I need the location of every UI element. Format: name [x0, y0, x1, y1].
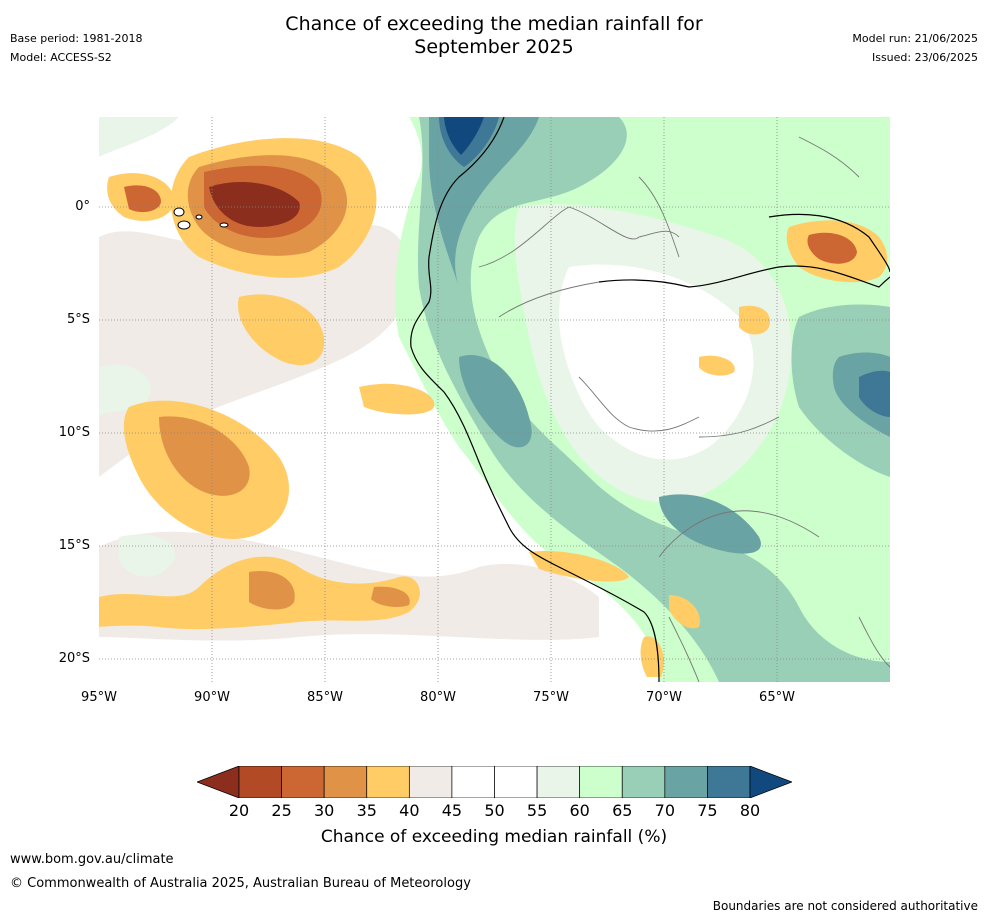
dry-30-south	[249, 571, 410, 610]
coastline-east	[598, 265, 891, 288]
colorbar-swatch	[366, 765, 410, 799]
colorbar-tick-label: 60	[569, 801, 590, 820]
colorbar-swatch	[323, 765, 368, 799]
model-run: Model run: 21/06/2025	[852, 32, 978, 45]
colorbar-swatch	[664, 765, 708, 799]
colorbar-tick-label: 30	[313, 801, 335, 820]
lat-tick-15s: 15°S	[58, 538, 90, 553]
colorbar-tick-label: 65	[612, 801, 633, 820]
map-title: Chance of exceeding the median rainfall …	[0, 13, 988, 59]
colorbar-arrow-high	[749, 765, 793, 799]
graticule	[99, 117, 890, 682]
lon-tick-95w: 95°W	[81, 690, 117, 705]
field-50-interior	[559, 264, 754, 460]
base-period: Base period: 1981-2018	[10, 32, 143, 45]
colorbar-swatch	[707, 765, 751, 799]
colorbar-tick-label: 70	[654, 801, 675, 820]
field-80-deep	[444, 117, 484, 155]
dry-35-inland	[699, 305, 770, 376]
model-name: Model: ACCESS-S2	[10, 51, 112, 64]
country-borders	[478, 136, 891, 683]
lon-tick-80w: 80°W	[420, 690, 456, 705]
lon-tick-85w: 85°W	[307, 690, 343, 705]
lat-tick-10s: 10°S	[58, 425, 90, 440]
colorbar-svg	[196, 765, 793, 799]
footer-url: www.bom.gov.au/climate	[10, 852, 174, 867]
dry-25-farwest	[124, 185, 161, 213]
coastline-ne	[768, 213, 891, 273]
meta-right: Model run: 21/06/2025 Issued: 23/06/2025	[852, 32, 978, 70]
dry-20-northwest	[209, 182, 300, 227]
lat-tick-0: 0°	[75, 199, 90, 214]
colorbar-swatch	[579, 765, 623, 799]
issued-date: Issued: 23/06/2025	[871, 51, 978, 64]
galapagos-islands	[173, 207, 229, 230]
colorbar-title: Chance of exceeding median rainfall (%)	[320, 827, 668, 847]
colorbar	[196, 765, 793, 799]
colorbar-swatch	[408, 765, 453, 799]
title-line-2: September 2025	[414, 36, 574, 58]
field-75-coast	[429, 117, 761, 554]
colorbar-tick-label: 40	[399, 801, 420, 820]
colorbar-tick-label: 75	[697, 801, 718, 820]
colorbar-swatch	[451, 765, 495, 799]
lon-tick-75w: 75°W	[533, 690, 569, 705]
coastline	[410, 116, 660, 683]
colorbar-tick-label: 55	[526, 801, 548, 820]
lat-tick-20s: 20°S	[58, 651, 90, 666]
colorbar-swatch	[281, 765, 325, 799]
dry-30-central	[159, 416, 250, 496]
field-80-east	[859, 370, 890, 417]
footer-note: Boundaries are not considered authoritat…	[712, 899, 978, 913]
lat-tick-5s: 5°S	[66, 312, 90, 327]
dry-35-mid	[238, 294, 435, 415]
title-line-1: Chance of exceeding the median rainfall …	[285, 13, 703, 35]
colorbar-arrow-low	[196, 765, 240, 799]
colorbar-tick-label: 50	[484, 801, 505, 820]
lon-tick-70w: 70°W	[646, 690, 682, 705]
meta-left: Base period: 1981-2018 Model: ACCESS-S2	[10, 32, 142, 70]
lon-tick-65w: 65°W	[759, 690, 795, 705]
colorbar-swatch	[536, 765, 581, 799]
dry-25-east	[807, 232, 857, 264]
colorbar-swatch	[621, 765, 666, 799]
colorbar-tick-label: 45	[441, 801, 463, 820]
colorbar-tick-label: 80	[739, 801, 761, 820]
colorbar-tick-label: 25	[271, 801, 292, 820]
colorbar-swatch	[494, 765, 538, 799]
map-svg	[99, 116, 891, 683]
colorbar-tick-label: 20	[228, 801, 250, 820]
colorbar-swatch	[238, 765, 282, 799]
rainfall-map	[99, 116, 891, 683]
colorbar-tick-label: 35	[356, 801, 377, 820]
lon-tick-90w: 90°W	[194, 690, 230, 705]
footer-copyright: © Commonwealth of Australia 2025, Austra…	[10, 876, 471, 891]
